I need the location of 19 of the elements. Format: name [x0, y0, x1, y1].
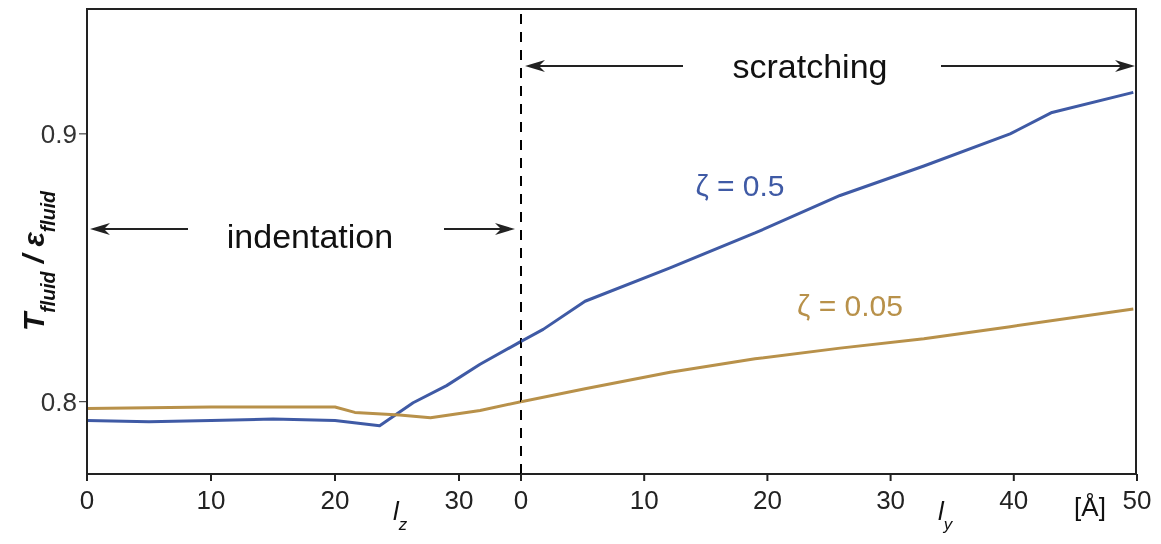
annotation: indentation	[226, 217, 394, 255]
text: l$_{z}$	[392, 496, 408, 534]
x-tick-label: 10	[196, 485, 226, 516]
x-tick-label: 10	[629, 485, 659, 516]
x-tick-label: 20	[320, 485, 350, 516]
x-tick-label: 50	[1122, 485, 1152, 516]
y-tick-label: 0.9	[40, 119, 77, 150]
x-tick-label: 20	[752, 485, 782, 516]
y-tick-label: 0.8	[40, 386, 77, 417]
x-tick-label: 0	[79, 485, 95, 516]
series-label: ζ = 0.5	[695, 169, 785, 202]
x-tick-label: 30	[876, 485, 906, 516]
x-tick-label: 30	[444, 485, 474, 516]
x-axis-title: [Å]	[1074, 492, 1106, 522]
series-label: ζ = 0.05	[797, 289, 903, 322]
text: l$_{y}$	[937, 496, 954, 534]
x-tick-label: 40	[999, 485, 1029, 516]
x-tick-label: 0	[513, 485, 529, 516]
annotation: scratching	[732, 47, 888, 85]
